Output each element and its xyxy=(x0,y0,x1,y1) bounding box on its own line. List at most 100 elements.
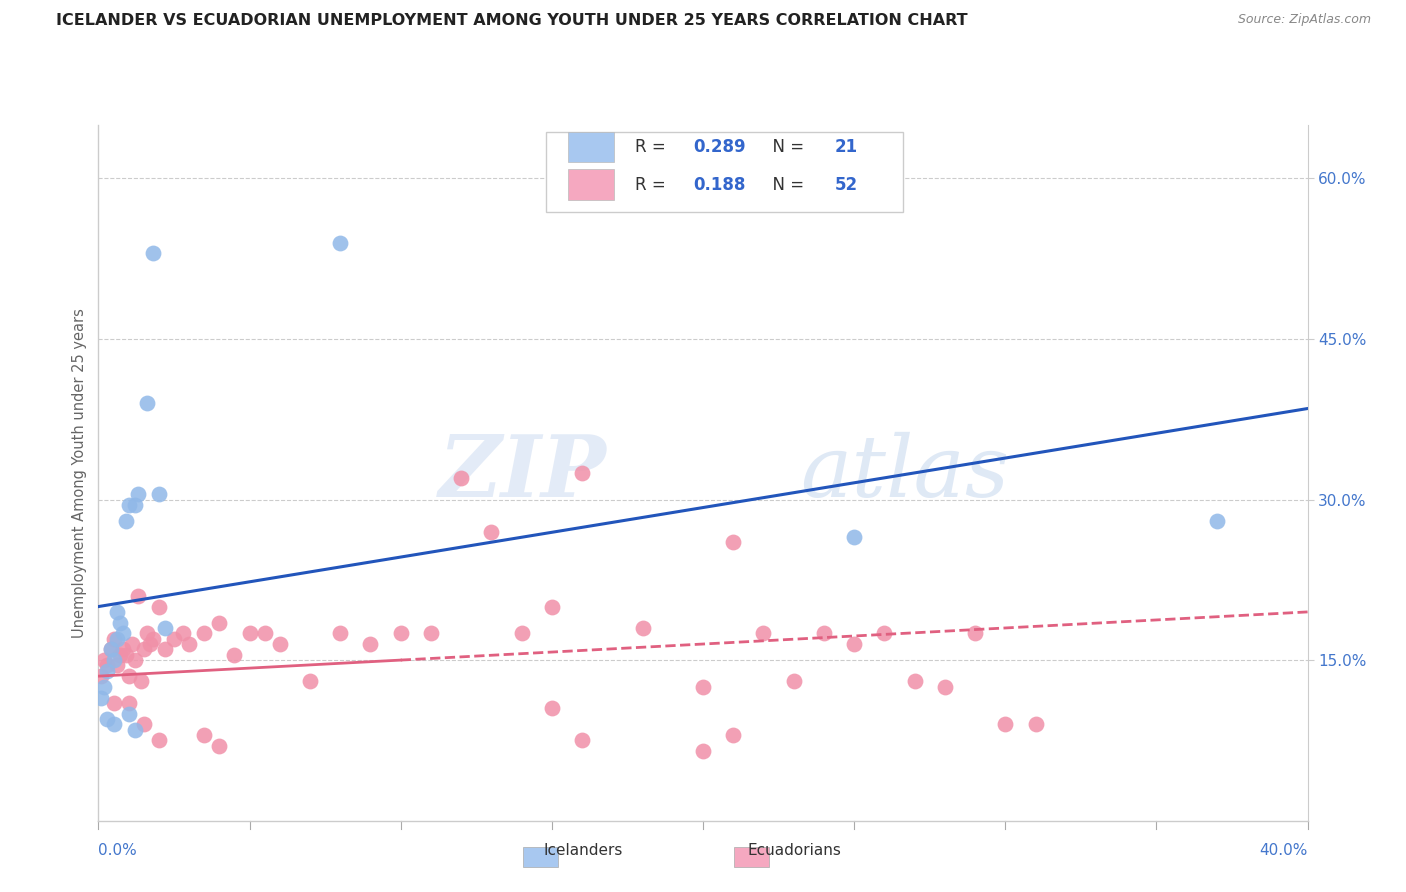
FancyBboxPatch shape xyxy=(568,169,613,200)
Point xyxy=(224,648,246,662)
Point xyxy=(631,621,654,635)
Point xyxy=(118,696,141,710)
Point xyxy=(103,717,125,731)
Text: 52: 52 xyxy=(835,176,858,194)
Point xyxy=(540,599,562,614)
Point xyxy=(135,626,157,640)
Text: Source: ZipAtlas.com: Source: ZipAtlas.com xyxy=(1237,13,1371,27)
Point xyxy=(96,664,118,678)
Point xyxy=(692,744,714,758)
FancyBboxPatch shape xyxy=(568,132,613,162)
Point xyxy=(100,642,122,657)
Point xyxy=(329,626,352,640)
Point xyxy=(148,733,170,747)
Point xyxy=(118,706,141,721)
Text: R =: R = xyxy=(636,138,671,156)
Point xyxy=(389,626,412,640)
Point xyxy=(121,637,143,651)
Point xyxy=(105,632,128,646)
Point xyxy=(783,674,806,689)
Text: Icelanders: Icelanders xyxy=(544,843,623,858)
Text: atlas: atlas xyxy=(800,432,1010,514)
Point xyxy=(103,653,125,667)
Point xyxy=(105,605,128,619)
Point xyxy=(172,626,194,640)
Point xyxy=(100,642,122,657)
Point xyxy=(93,680,115,694)
Bar xyxy=(523,847,558,867)
Point xyxy=(510,626,533,640)
Text: R =: R = xyxy=(636,176,671,194)
Point xyxy=(118,498,141,512)
Point xyxy=(111,642,134,657)
Text: Ecuadorians: Ecuadorians xyxy=(748,843,841,858)
Point xyxy=(723,728,745,742)
Bar xyxy=(734,847,769,867)
Point xyxy=(904,674,927,689)
Point xyxy=(124,498,146,512)
Point xyxy=(103,696,125,710)
Point xyxy=(93,653,115,667)
Point xyxy=(1024,717,1046,731)
Point xyxy=(994,717,1017,731)
Point xyxy=(420,626,443,640)
Point xyxy=(179,637,201,651)
Point xyxy=(129,674,152,689)
Point xyxy=(124,723,146,737)
Point xyxy=(193,728,215,742)
Point xyxy=(692,680,714,694)
Y-axis label: Unemployment Among Youth under 25 years: Unemployment Among Youth under 25 years xyxy=(72,308,87,638)
Text: N =: N = xyxy=(762,176,810,194)
Point xyxy=(239,626,262,640)
Point xyxy=(96,658,118,673)
Point xyxy=(105,658,128,673)
Point xyxy=(114,514,136,528)
Point xyxy=(132,717,155,731)
Point xyxy=(148,487,170,501)
Point xyxy=(208,615,231,630)
Point xyxy=(124,653,146,667)
Point xyxy=(965,626,987,640)
Point xyxy=(844,637,866,651)
Point xyxy=(873,626,896,640)
Point xyxy=(208,739,231,753)
Point xyxy=(934,680,956,694)
Text: 0.188: 0.188 xyxy=(693,176,745,194)
Point xyxy=(111,626,134,640)
Point xyxy=(299,674,322,689)
Point xyxy=(269,637,291,651)
Point xyxy=(132,642,155,657)
Point xyxy=(139,637,162,651)
Point xyxy=(813,626,835,640)
Point xyxy=(153,621,176,635)
Text: 21: 21 xyxy=(835,138,858,156)
Point xyxy=(571,466,593,480)
Point xyxy=(193,626,215,640)
Point xyxy=(114,648,136,662)
Text: 0.289: 0.289 xyxy=(693,138,747,156)
Point xyxy=(118,669,141,683)
Text: ZIP: ZIP xyxy=(439,431,606,515)
Point xyxy=(844,530,866,544)
Point xyxy=(96,712,118,726)
Point xyxy=(127,589,149,603)
Point xyxy=(148,599,170,614)
Text: ICELANDER VS ECUADORIAN UNEMPLOYMENT AMONG YOUTH UNDER 25 YEARS CORRELATION CHAR: ICELANDER VS ECUADORIAN UNEMPLOYMENT AMO… xyxy=(56,13,967,29)
Point xyxy=(1206,514,1229,528)
Point xyxy=(253,626,276,640)
Point xyxy=(153,642,176,657)
Point xyxy=(108,615,131,630)
Point xyxy=(723,535,745,549)
Point xyxy=(571,733,593,747)
Point xyxy=(90,669,112,683)
Point xyxy=(450,471,472,485)
Point xyxy=(540,701,562,715)
Point xyxy=(135,396,157,410)
Point xyxy=(142,632,165,646)
Point xyxy=(360,637,382,651)
Point xyxy=(103,632,125,646)
Point xyxy=(90,690,112,705)
Point xyxy=(108,648,131,662)
Point xyxy=(142,246,165,260)
Point xyxy=(163,632,186,646)
